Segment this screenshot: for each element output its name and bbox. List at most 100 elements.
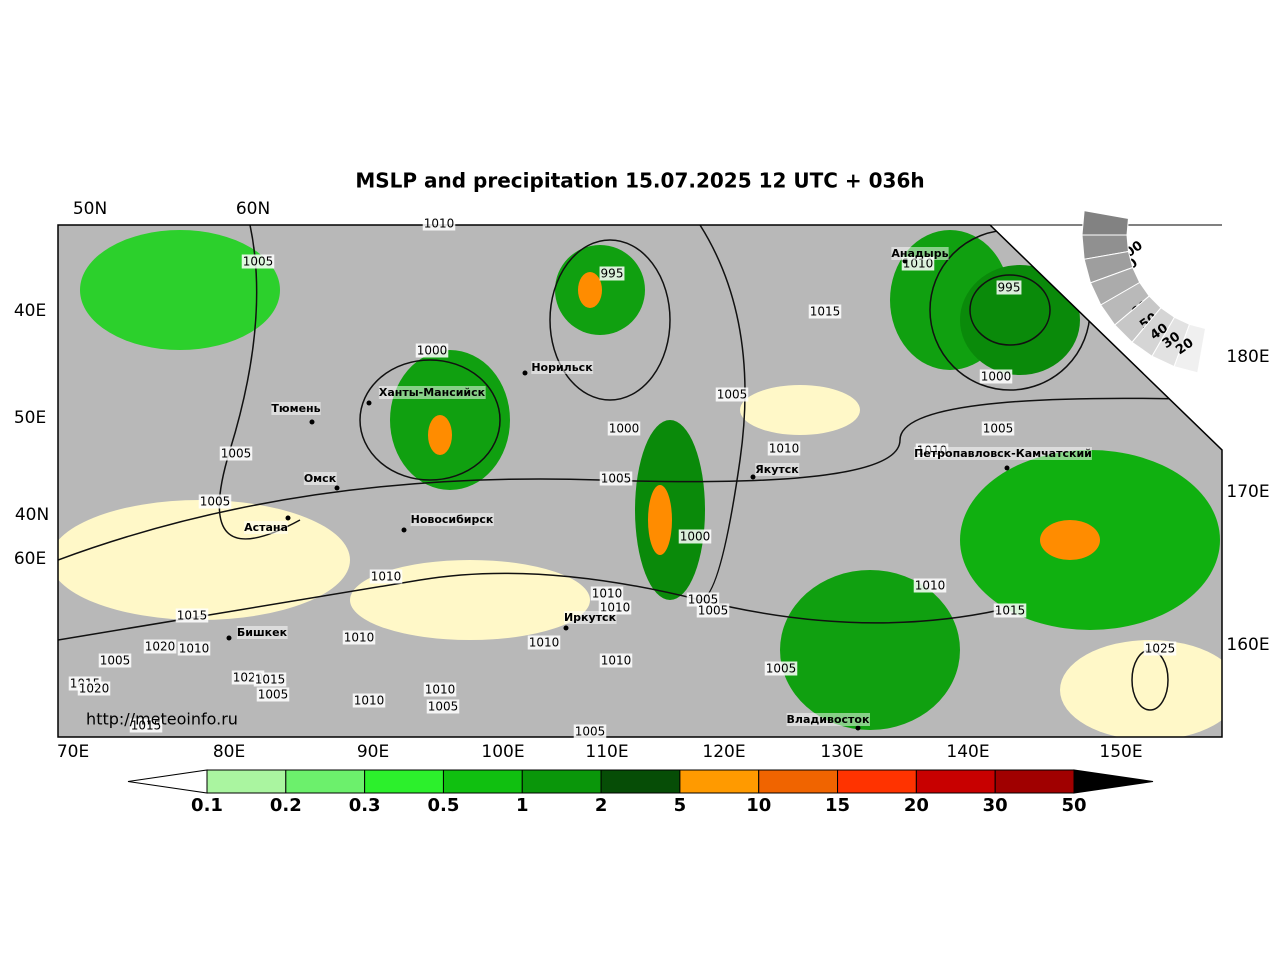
label-bg: [808, 304, 842, 319]
city-dot: [522, 370, 528, 376]
label-bg: [426, 699, 460, 714]
grid-label: 120E: [702, 742, 745, 762]
isobar-label: 1015: [177, 609, 208, 623]
colorbar-label: 0.3: [349, 795, 381, 816]
colorbar-box: [758, 769, 839, 794]
isobar-label: 1010: [354, 694, 385, 708]
clear-area: [58, 500, 350, 620]
label-bg: [378, 386, 486, 399]
grid-label: 150E: [1099, 742, 1142, 762]
isobar-label: 1000: [680, 530, 711, 544]
isobar-label: 1010: [769, 442, 800, 456]
isobar-label: 1010: [529, 636, 560, 650]
city-label: Анадырь: [891, 247, 948, 260]
colorbar-box: [442, 769, 523, 794]
colorbar-label: 10: [746, 795, 771, 816]
precip-area: [390, 350, 510, 490]
label-bg: [219, 446, 253, 461]
label-bg: [607, 421, 641, 436]
label-bg: [143, 639, 177, 654]
grid-label: 60N: [236, 199, 270, 219]
colorbar-box: [994, 769, 1075, 794]
isobar-label: 1005: [100, 654, 131, 668]
isobar-label: 1010: [424, 217, 455, 231]
colorbar-box: [521, 769, 602, 794]
label-bg: [1143, 641, 1177, 656]
label-bg: [422, 216, 456, 231]
city-label: Петропавловск-Камчатский: [914, 447, 1092, 460]
grid-label: 110E: [585, 742, 628, 762]
isobar-label: 1005: [688, 593, 719, 607]
isobar-label: 1005: [717, 388, 748, 402]
city-dot: [285, 515, 291, 521]
label-bg: [590, 586, 624, 601]
city-dot: [855, 725, 861, 731]
colorbar-label: 15: [825, 795, 850, 816]
colorbar-box: [285, 769, 366, 794]
label-bg: [755, 463, 800, 476]
isobar-label: 1015: [255, 673, 286, 687]
label-bg: [599, 471, 633, 486]
label-bg: [253, 672, 287, 687]
city-dot: [366, 400, 372, 406]
precip-area: [960, 265, 1080, 375]
label-bg: [891, 247, 949, 260]
label-bg: [369, 569, 403, 584]
label-bg: [531, 361, 594, 374]
isobar-label: 1010: [179, 642, 210, 656]
label-bg: [256, 687, 290, 702]
grid-label: 50E: [14, 408, 46, 428]
isobar-label: 1000: [981, 370, 1012, 384]
isobar-label: 1010: [592, 587, 623, 601]
label-bg: [77, 681, 111, 696]
heavy-precip: [1040, 520, 1100, 560]
isobar-label: 1000: [417, 344, 448, 358]
grid-label: 160E: [1226, 635, 1269, 655]
grid-label: 40E: [14, 301, 46, 321]
colorbar-label: 0.5: [428, 795, 460, 816]
city-dot: [309, 419, 315, 425]
isobars: [58, 225, 1222, 711]
label-bg: [599, 266, 625, 281]
label-bg: [767, 441, 801, 456]
isobar-label: 1010: [915, 579, 946, 593]
isobar-label: 1000: [609, 422, 640, 436]
label-bg: [563, 611, 617, 624]
city-label: Владивосток: [787, 713, 870, 726]
isobar-label: 1005: [200, 495, 231, 509]
heavy-precip: [648, 485, 672, 555]
colorbar-box: [679, 769, 760, 794]
isobar-label: 1005: [575, 725, 606, 739]
colorbar-label: 0.1: [191, 795, 223, 816]
colorbar-label: 50: [1061, 795, 1086, 816]
label-bg: [913, 578, 947, 593]
grid-label: 80E: [213, 742, 245, 762]
label-bg: [303, 472, 337, 485]
colorbar: 0.1 0.2 0.3 0.5 1 2 5 10 15 20 30 50: [127, 769, 1154, 816]
isobar-label: 1020: [145, 640, 176, 654]
colorbar-box: [600, 769, 681, 794]
city-dot: [334, 485, 340, 491]
city-dot: [750, 474, 756, 480]
label-bg: [786, 713, 870, 726]
label-bg: [573, 724, 607, 739]
map-title: MSLP and precipitation 15.07.2025 12 UTC…: [355, 169, 924, 193]
cloud-scale-band: [1081, 210, 1129, 236]
grid-label: 170E: [1226, 482, 1269, 502]
colorbar-label: 5: [674, 795, 687, 816]
label-bg: [177, 641, 211, 656]
map-area: [58, 225, 1222, 737]
colorbar-label: 0.2: [270, 795, 302, 816]
label-bg: [696, 603, 730, 618]
city-label: Астана: [244, 521, 288, 534]
isobar-label: 1005: [221, 447, 252, 461]
isobar-label: 1005: [243, 255, 274, 269]
label-bg: [979, 369, 1013, 384]
colorbar-extend-high: [1073, 769, 1154, 794]
label-bg: [129, 718, 163, 733]
isobar-label: 1005: [258, 688, 289, 702]
label-bg: [415, 343, 449, 358]
colorbar-box: [837, 769, 917, 794]
isobar-label: 1010: [371, 570, 402, 584]
